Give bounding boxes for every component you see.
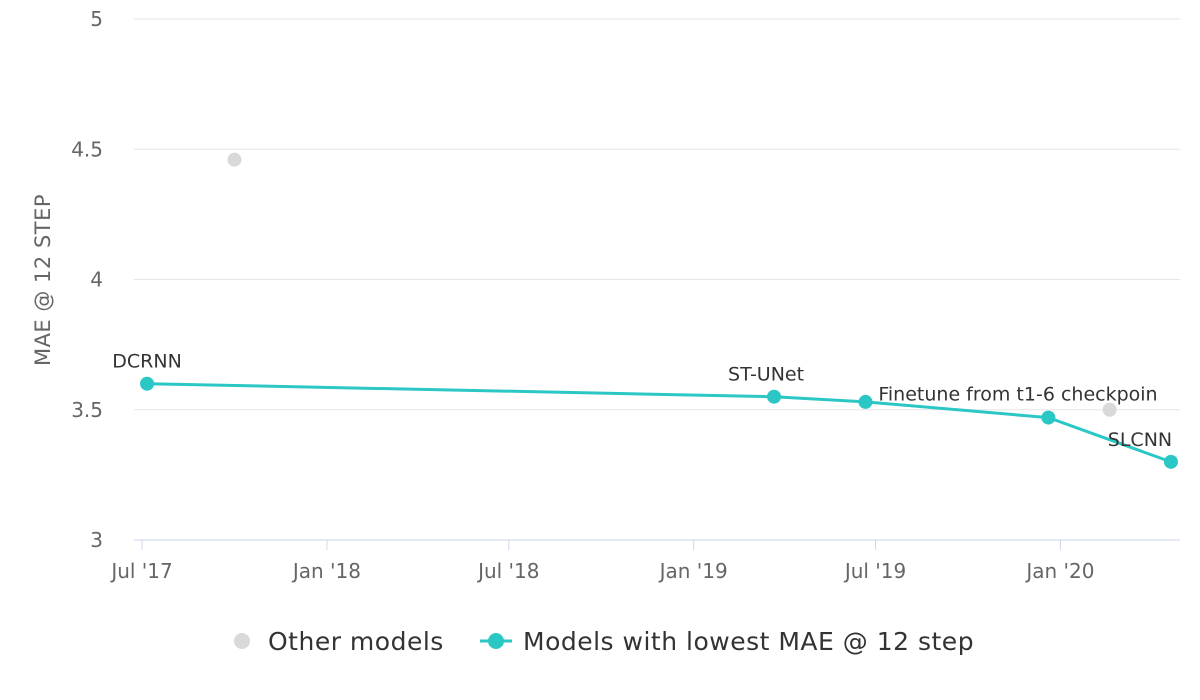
x-tick-label: Jul '19	[843, 559, 906, 583]
other-model-point	[227, 152, 242, 167]
lowest-mae-point	[858, 394, 873, 409]
legend-marker-lowest-mae	[488, 633, 504, 649]
x-tick-label: Jul '18	[476, 559, 539, 583]
series	[140, 152, 1178, 469]
x-tick-label: Jan '18	[291, 559, 361, 583]
legend-marker-other-models	[234, 633, 250, 649]
other-model-point	[1102, 402, 1117, 417]
y-tick-label: 5	[90, 7, 103, 31]
grid-lines	[134, 18, 1180, 411]
lowest-mae-point	[140, 376, 155, 391]
y-tick-label: 3	[90, 528, 103, 552]
x-axis: Jul '17 Jan '18 Jul '18 Jan '19 Jul '19 Jan '…	[109, 539, 1180, 583]
legend-item-other-models[interactable]: Other models	[234, 627, 444, 656]
point-labels: DCRNN ST-UNet Finetune from t1-6 checkpoin…	[112, 351, 1172, 451]
lowest-mae-point	[767, 389, 782, 404]
point-label: SLCNN	[1108, 429, 1172, 451]
point-label: Finetune from t1-6 checkpoin	[878, 384, 1157, 406]
legend-label-lowest-mae: Models with lowest MAE @ 12 step	[523, 627, 974, 656]
point-label: DCRNN	[112, 351, 182, 373]
x-tick-label: Jul '17	[109, 559, 172, 583]
legend-item-lowest-mae[interactable]: Models with lowest MAE @ 12 step	[480, 627, 974, 656]
x-tick-label: Jan '20	[1024, 559, 1094, 583]
y-axis-title: MAE @ 12 STEP	[31, 194, 55, 366]
legend[interactable]: Other models Models with lowest MAE @ 12 …	[234, 627, 974, 656]
point-label: ST-UNet	[728, 364, 804, 386]
x-tick-label: Jan '19	[658, 559, 728, 583]
lowest-mae-point	[1163, 454, 1178, 469]
y-axis-ticks: 3 3.5 4 4.5 5	[71, 7, 103, 552]
y-tick-label: 3.5	[71, 398, 103, 422]
y-tick-label: 4	[90, 268, 103, 292]
y-tick-label: 4.5	[71, 137, 103, 161]
lowest-mae-point	[1041, 410, 1056, 425]
legend-label-other-models: Other models	[268, 627, 444, 656]
